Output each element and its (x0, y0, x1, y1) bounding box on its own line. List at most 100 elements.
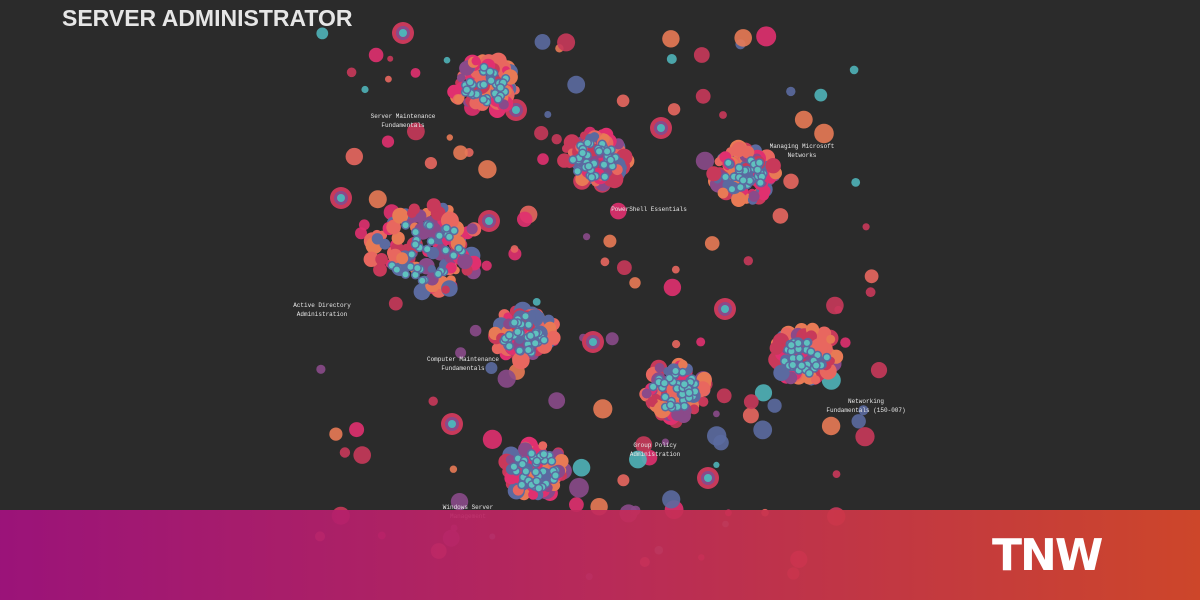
ring (485, 217, 493, 225)
dot (505, 454, 516, 465)
logo: TNW (992, 530, 1103, 581)
dot (455, 245, 462, 252)
dot (522, 313, 529, 320)
dot (698, 396, 709, 407)
dot (663, 278, 682, 297)
dot (435, 270, 442, 277)
dot (497, 84, 504, 91)
dot (789, 355, 796, 362)
dot (826, 296, 844, 315)
dot (585, 163, 592, 170)
dot (408, 203, 420, 215)
dot (650, 383, 657, 390)
dot (506, 332, 513, 339)
dot (570, 156, 576, 163)
dot (667, 402, 674, 408)
dot (388, 296, 403, 311)
dot (678, 359, 688, 370)
dot (517, 211, 533, 227)
dot (481, 64, 487, 71)
dot (482, 429, 502, 449)
dot (450, 493, 469, 511)
dot (693, 47, 710, 63)
dot (662, 394, 669, 400)
dot (540, 451, 547, 458)
dot (647, 396, 658, 408)
dot (316, 364, 326, 374)
cluster-label: Computer Maintenance (427, 356, 499, 363)
cluster-label: Managing Microsoft (770, 143, 835, 150)
dot (681, 403, 688, 410)
dot (443, 56, 451, 64)
dot (756, 26, 777, 47)
cluster-label: Administration (297, 311, 348, 318)
dot (463, 86, 470, 93)
dot (316, 27, 329, 40)
dot (533, 478, 540, 485)
dot (605, 332, 619, 346)
dot (773, 364, 790, 381)
dot (515, 455, 521, 462)
dot (402, 222, 409, 229)
ring (512, 106, 520, 114)
dot (681, 381, 688, 388)
dot (662, 490, 681, 509)
dot (629, 450, 647, 469)
dot (858, 405, 869, 416)
dot (662, 30, 680, 48)
dot (788, 342, 795, 349)
dot (379, 238, 391, 250)
dot (686, 389, 693, 396)
dot (537, 153, 549, 165)
dot (345, 147, 363, 166)
dot (385, 75, 392, 83)
dot (741, 145, 755, 159)
dot (386, 219, 401, 235)
dot (392, 207, 409, 224)
dot (428, 238, 435, 245)
dot (410, 68, 421, 78)
cluster-label: Networks (788, 152, 817, 159)
dot (737, 184, 744, 191)
dot (441, 285, 450, 294)
dot (679, 369, 686, 376)
dot (734, 29, 752, 47)
cluster-label: Fundamentals (150-007) (826, 407, 905, 414)
dot (851, 414, 866, 429)
dot (488, 77, 495, 84)
dot (589, 132, 600, 142)
dot (551, 134, 562, 145)
dot (713, 434, 729, 451)
dot (786, 86, 796, 97)
dot (368, 47, 384, 63)
page-title: SERVER ADMINISTRATOR (62, 5, 353, 31)
dot (607, 157, 614, 163)
dot (514, 328, 521, 335)
dot (346, 67, 357, 78)
dot (679, 391, 686, 398)
dot (803, 339, 810, 346)
dot (635, 436, 653, 454)
dot (672, 368, 679, 374)
dot (753, 420, 773, 440)
dot (487, 68, 493, 75)
ring (337, 194, 345, 202)
dot (449, 465, 458, 473)
dot (716, 388, 732, 404)
dot (522, 468, 529, 475)
dot (689, 404, 700, 415)
dot (604, 148, 611, 155)
cluster-label: Active Directory (293, 302, 351, 309)
dot (600, 257, 610, 267)
dot (506, 343, 513, 350)
dot (713, 410, 720, 418)
cluster-dots (315, 22, 888, 581)
dot (706, 166, 722, 182)
dot (396, 252, 409, 265)
dot (865, 287, 876, 298)
dot (754, 384, 773, 402)
dot (407, 122, 425, 141)
dot (789, 362, 796, 368)
dot (569, 497, 584, 513)
